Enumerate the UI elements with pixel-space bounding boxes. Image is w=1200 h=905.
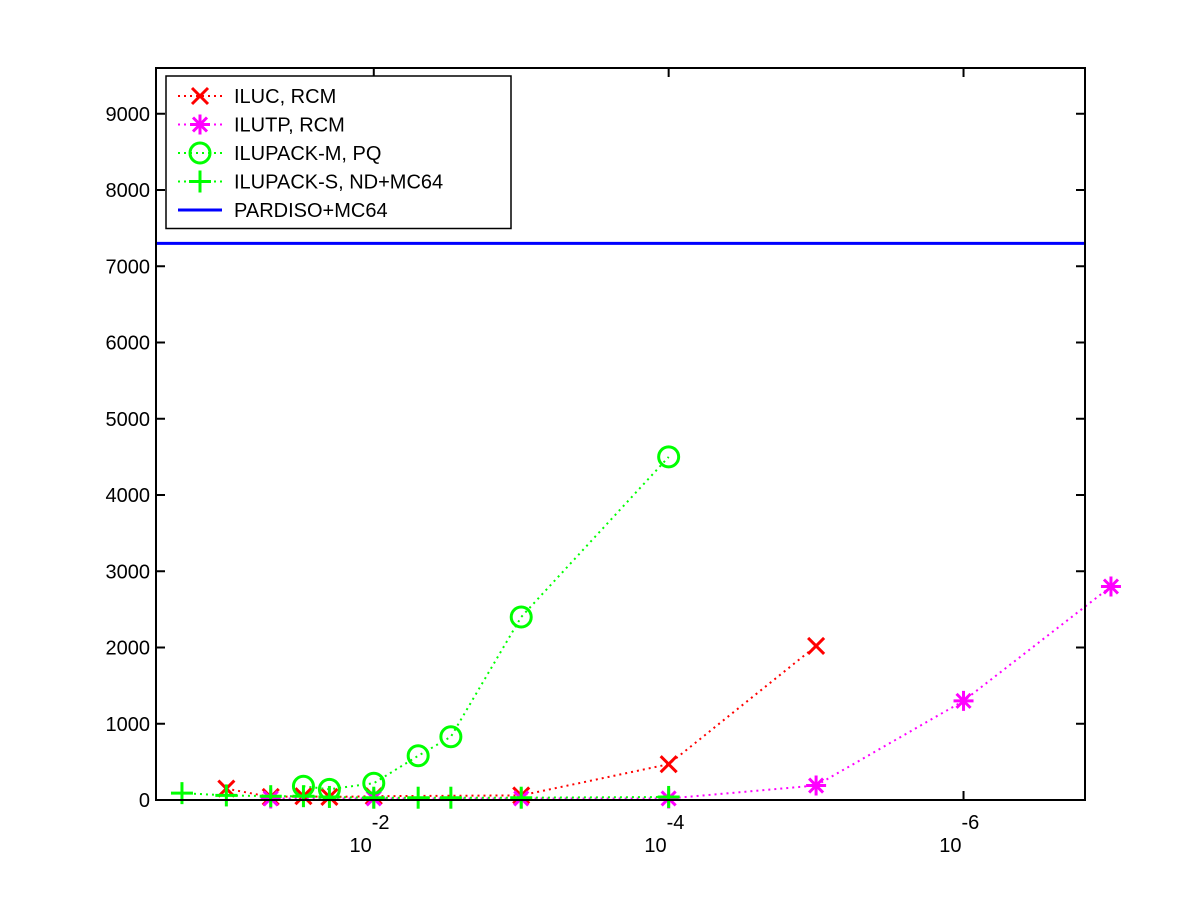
y-tick-label: 7000 xyxy=(106,256,151,278)
y-tick-label: 6000 xyxy=(106,333,151,355)
data-point xyxy=(406,744,430,768)
axis-ticks: 010002000300040005000600070008000900010-… xyxy=(106,68,1085,857)
legend-label: ILUTP, RCM xyxy=(234,115,345,137)
legend-marker xyxy=(188,141,212,165)
legend-entry: PARDISO+MC64 xyxy=(178,200,388,222)
data-point xyxy=(659,755,678,774)
data-point xyxy=(955,692,972,709)
x-tick-label-exponent: -4 xyxy=(667,812,685,834)
legend-label: ILUC, RCM xyxy=(234,86,336,108)
legend-marker xyxy=(191,116,209,133)
legend-label: ILUPACK-S, ND+MC64 xyxy=(234,172,443,194)
y-tick-label: 5000 xyxy=(106,409,151,431)
y-tick-label: 3000 xyxy=(106,561,151,583)
data-point xyxy=(807,636,826,656)
series-2 xyxy=(291,445,681,801)
legend-entry: ILUPACK-S, ND+MC64 xyxy=(178,170,443,194)
x-tick-label-exponent: -2 xyxy=(372,812,390,834)
y-tick-label: 8000 xyxy=(106,180,151,202)
series-line xyxy=(181,792,669,799)
y-tick-label: 4000 xyxy=(106,485,151,507)
legend: ILUC, RCM ILUTP, RCM ILUPACK-M, PQ ILUPACK-… xyxy=(165,75,512,230)
x-tick-label-base: 10 xyxy=(350,835,372,857)
data-point xyxy=(808,777,825,794)
x-tick-label-exponent: -6 xyxy=(962,812,980,834)
x-tick-label-base: 10 xyxy=(644,835,666,857)
series-layer xyxy=(156,241,1121,809)
x-tick-label-base: 10 xyxy=(939,835,961,857)
plot-frame xyxy=(155,67,1086,801)
data-point xyxy=(657,445,681,469)
legend-entry: ILUTP, RCM xyxy=(178,114,345,137)
y-tick-label: 2000 xyxy=(106,638,151,660)
legend-entry: ILUC, RCM xyxy=(178,86,336,108)
y-tick-label: 0 xyxy=(139,790,150,812)
data-point xyxy=(1102,578,1120,595)
legend-label: ILUPACK-M, PQ xyxy=(234,143,381,165)
y-tick-label: 9000 xyxy=(106,104,151,126)
legend-box xyxy=(165,75,512,230)
legend-marker xyxy=(190,86,210,106)
data-point xyxy=(509,605,533,629)
data-point xyxy=(439,725,463,749)
y-tick-label: 1000 xyxy=(106,714,151,736)
legend-label: PARDISO+MC64 xyxy=(234,200,388,222)
legend-entry: ILUPACK-M, PQ xyxy=(178,141,381,165)
